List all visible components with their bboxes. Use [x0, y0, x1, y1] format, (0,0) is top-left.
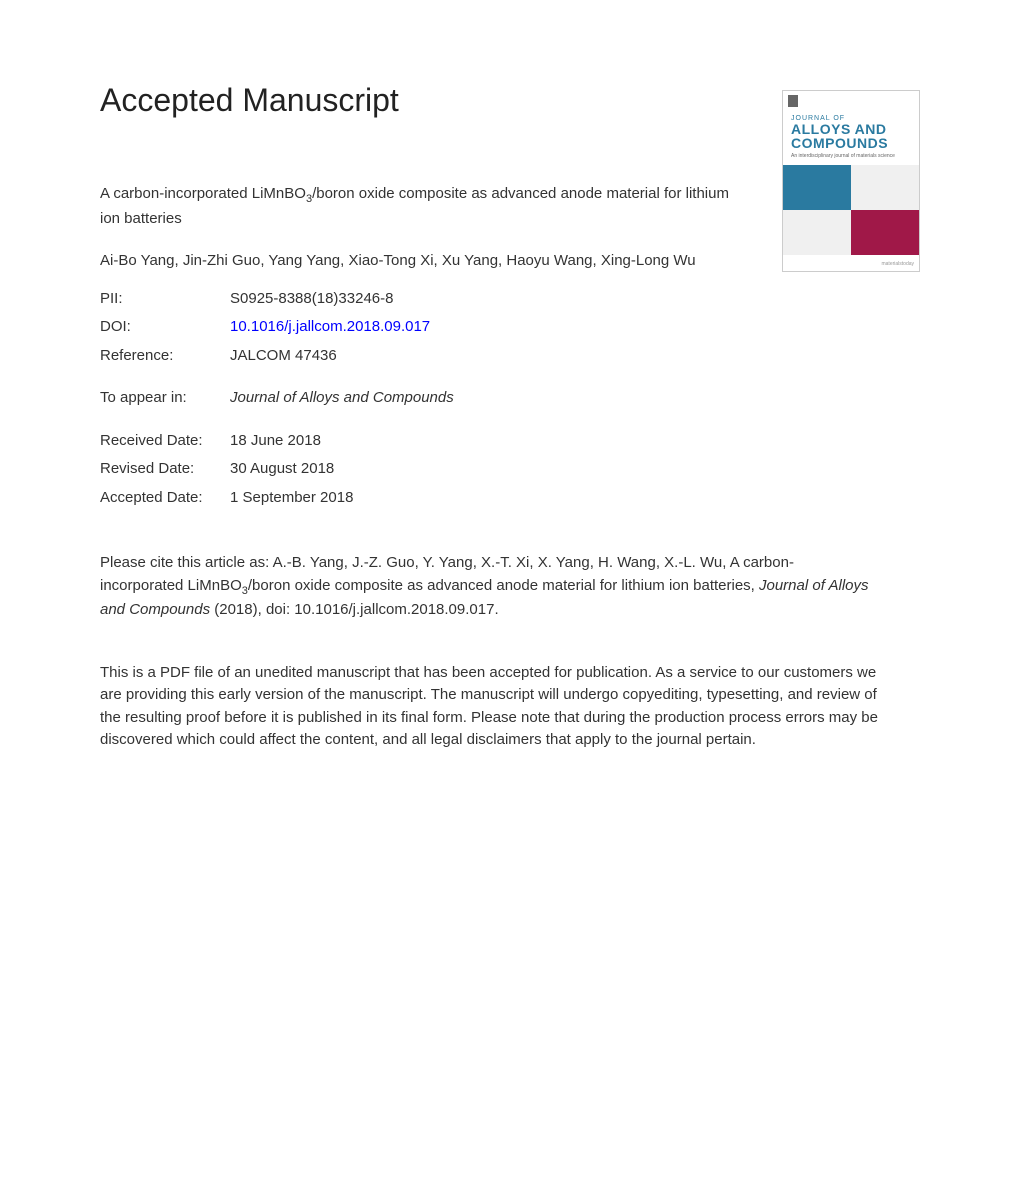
- citation-text: Please cite this article as: A.-B. Yang,…: [100, 552, 870, 622]
- accepted-label: Accepted Date:: [100, 484, 230, 513]
- cover-title-line1: ALLOYS AND: [791, 122, 911, 136]
- metadata-row-reference: Reference: JALCOM 47436: [100, 342, 740, 371]
- cover-grid-cell: [851, 165, 919, 210]
- cover-title-line2: COMPOUNDS: [791, 136, 911, 150]
- appear-label: To appear in:: [100, 384, 230, 413]
- pii-label: PII:: [100, 285, 230, 314]
- metadata-row-doi: DOI: 10.1016/j.jallcom.2018.09.017: [100, 313, 740, 342]
- cover-grid-cell: [851, 210, 919, 255]
- metadata-table: PII: S0925-8388(18)33246-8 DOI: 10.1016/…: [100, 285, 740, 513]
- reference-value: JALCOM 47436: [230, 342, 740, 371]
- elsevier-tree-icon: [788, 95, 798, 107]
- cover-footer: materialstoday: [783, 255, 919, 273]
- citation-suffix: (2018), doi: 10.1016/j.jallcom.2018.09.0…: [210, 601, 499, 618]
- cover-header: [783, 91, 919, 111]
- cover-grid-cell: [783, 165, 851, 210]
- cover-title-area: JOURNAL OF ALLOYS AND COMPOUNDS An inter…: [783, 111, 919, 161]
- metadata-row-accepted: Accepted Date: 1 September 2018: [100, 484, 740, 513]
- cover-subtitle: An interdisciplinary journal of material…: [791, 153, 911, 159]
- received-label: Received Date:: [100, 427, 230, 456]
- cover-grid: [783, 165, 919, 255]
- received-value: 18 June 2018: [230, 427, 740, 456]
- reference-label: Reference:: [100, 342, 230, 371]
- revised-value: 30 August 2018: [230, 455, 740, 484]
- metadata-row-appear: To appear in: Journal of Alloys and Comp…: [100, 384, 740, 413]
- doi-label: DOI:: [100, 313, 230, 342]
- doi-link[interactable]: 10.1016/j.jallcom.2018.09.017: [230, 313, 740, 342]
- cover-grid-cell: [783, 210, 851, 255]
- journal-cover-thumbnail: JOURNAL OF ALLOYS AND COMPOUNDS An inter…: [782, 90, 920, 272]
- pii-value: S0925-8388(18)33246-8: [230, 285, 740, 314]
- metadata-row-received: Received Date: 18 June 2018: [100, 427, 740, 456]
- article-title-part1: A carbon-incorporated LiMnBO: [100, 185, 306, 202]
- content-area: A carbon-incorporated LiMnBO3/boron oxid…: [100, 183, 740, 512]
- disclaimer-text: This is a PDF file of an unedited manusc…: [100, 662, 880, 752]
- page-container: Accepted Manuscript JOURNAL OF ALLOYS AN…: [0, 0, 1020, 752]
- citation-middle: /boron oxide composite as advanced anode…: [248, 577, 759, 594]
- authors-list: Ai-Bo Yang, Jin-Zhi Guo, Yang Yang, Xiao…: [100, 250, 740, 273]
- article-title: A carbon-incorporated LiMnBO3/boron oxid…: [100, 183, 740, 230]
- metadata-row-pii: PII: S0925-8388(18)33246-8: [100, 285, 740, 314]
- revised-label: Revised Date:: [100, 455, 230, 484]
- appear-value: Journal of Alloys and Compounds: [230, 384, 740, 413]
- accepted-value: 1 September 2018: [230, 484, 740, 513]
- metadata-row-revised: Revised Date: 30 August 2018: [100, 455, 740, 484]
